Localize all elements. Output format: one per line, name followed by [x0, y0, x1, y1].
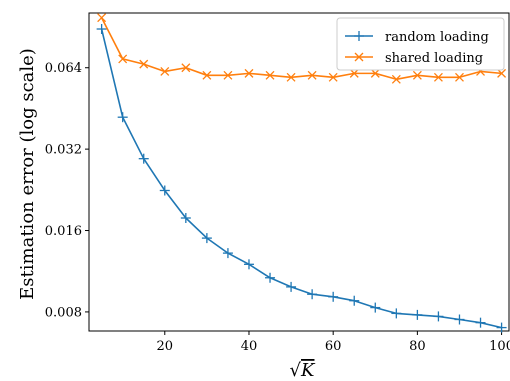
data-point-shared-loading: [265, 70, 275, 80]
data-point-shared-loading: [391, 74, 401, 84]
y-tick-label: 0.008: [45, 305, 82, 320]
legend-marker-random-loading: [354, 31, 364, 41]
data-point-random-loading: [138, 153, 149, 164]
data-point-shared-loading: [244, 68, 254, 78]
data-point-shared-loading: [328, 72, 338, 82]
data-point-shared-loading: [181, 63, 191, 73]
data-point-shared-loading: [412, 70, 422, 80]
data-point-random-loading: [454, 314, 465, 325]
data-point-random-loading: [412, 309, 423, 320]
data-point-shared-loading: [433, 72, 443, 82]
data-point-random-loading: [391, 308, 402, 319]
x-tick-label: 20: [157, 339, 174, 354]
data-point-random-loading: [496, 322, 507, 333]
data-point-shared-loading: [455, 72, 464, 82]
data-point-random-loading: [180, 213, 191, 224]
y-tick-label: 0.064: [45, 61, 82, 76]
data-point-shared-loading: [202, 70, 212, 80]
x-tick-label: 100: [489, 339, 510, 354]
legend-marker-shared-loading: [354, 52, 364, 62]
data-point-random-loading: [475, 317, 486, 328]
y-tick-label: 0.032: [45, 143, 82, 158]
data-point-random-loading: [117, 112, 128, 123]
data-point-shared-loading: [223, 70, 233, 80]
plot-area: 20 40 60 80 100 0.008 0.016 0.032 0.064: [45, 12, 510, 354]
data-point-shared-loading: [286, 72, 296, 82]
legend-label-random-loading: random loading: [385, 30, 489, 45]
series-line-shared-loading: [100, 17, 502, 81]
data-point-random-loading: [433, 311, 444, 322]
data-point-shared-loading: [349, 68, 359, 78]
y-axis-title: Estimation error (log scale): [17, 48, 38, 300]
data-point-random-loading: [201, 233, 212, 244]
data-point-random-loading: [286, 281, 297, 292]
data-point-random-loading: [307, 289, 318, 300]
data-point-random-loading: [222, 248, 233, 259]
y-tick-label: 0.016: [45, 224, 82, 239]
x-tick-label: 40: [241, 339, 258, 354]
data-point-random-loading: [159, 185, 170, 196]
data-point-shared-loading: [118, 54, 128, 64]
data-point-random-loading: [349, 295, 360, 306]
x-tick-label: 60: [325, 339, 342, 354]
data-point-shared-loading: [160, 67, 170, 76]
legend-label-shared-loading: shared loading: [385, 51, 483, 66]
data-point-random-loading: [243, 259, 254, 270]
plot-frame: [88, 12, 510, 332]
data-point-random-loading: [328, 291, 339, 302]
data-point-random-loading: [265, 272, 276, 283]
legend-box: [336, 17, 505, 71]
data-point-shared-loading: [370, 68, 380, 78]
data-point-shared-loading: [497, 68, 507, 78]
data-point-shared-loading: [139, 59, 149, 69]
legend: random loading shared loading: [336, 17, 505, 71]
data-point-shared-loading: [97, 13, 107, 23]
x-axis-title: √K: [290, 360, 316, 381]
data-point-random-loading: [96, 24, 107, 35]
data-point-random-loading: [370, 302, 381, 313]
x-tick-label: 80: [409, 339, 426, 354]
data-point-shared-loading: [307, 70, 317, 80]
